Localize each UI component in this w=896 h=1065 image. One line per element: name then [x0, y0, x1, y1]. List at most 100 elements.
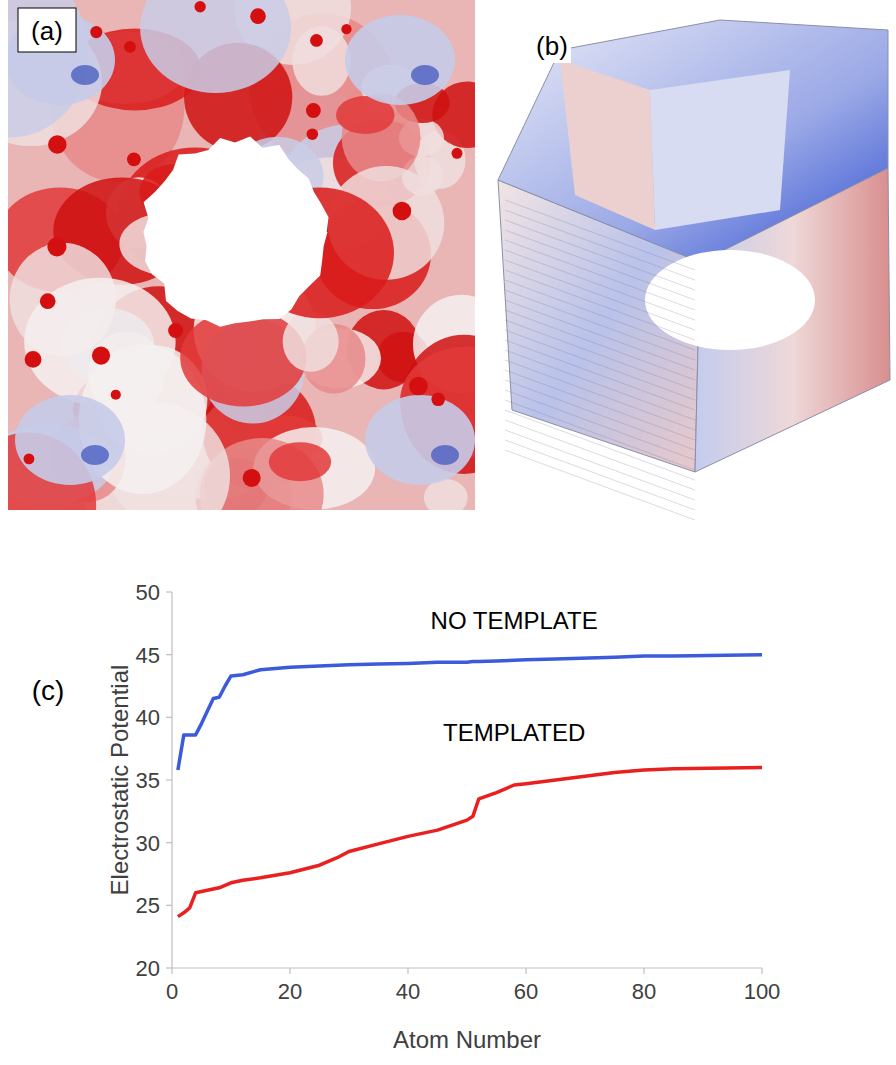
y-tick-label: 45 — [136, 643, 160, 668]
surface-blob — [365, 395, 475, 485]
cube-stripe — [505, 370, 695, 440]
surface-knob — [341, 24, 351, 34]
surface-knob — [409, 377, 428, 396]
figure: (a)(b)(c)20253035404550020406080100Atom … — [0, 0, 896, 1065]
surface-knob — [47, 237, 66, 256]
surface-blob — [345, 15, 455, 105]
cube-stripe — [505, 390, 695, 460]
cube-pore — [645, 250, 815, 350]
cube-stripe — [505, 400, 695, 470]
surface-knob — [25, 351, 42, 368]
series-label: TEMPLATED — [443, 719, 585, 746]
y-tick — [166, 842, 172, 843]
cube-stripe — [505, 320, 695, 390]
cube-stripe — [505, 330, 695, 400]
y-tick-label: 40 — [136, 705, 160, 730]
cube-stripe — [505, 200, 695, 270]
surface-knob — [92, 347, 110, 365]
surface-blob — [269, 442, 331, 481]
surface-blob — [81, 445, 109, 465]
surface-blob — [15, 395, 125, 485]
cube-stripe — [505, 340, 695, 410]
surface-knob — [194, 1, 205, 12]
surface-knob — [310, 34, 323, 47]
surface-knob — [452, 148, 463, 159]
cube-stripe — [505, 270, 695, 340]
surface-knob — [111, 390, 121, 400]
cube-stripe — [505, 430, 695, 500]
x-tick-label: 60 — [514, 979, 538, 1004]
cube-stripe — [505, 350, 695, 420]
surface-blob — [431, 445, 459, 465]
cube-face — [498, 20, 888, 262]
cube-stripe — [505, 280, 695, 350]
y-tick-label: 25 — [136, 893, 160, 918]
surface-knob — [168, 323, 183, 338]
y-tick-label: 30 — [136, 831, 160, 856]
pore — [143, 136, 328, 326]
y-axis-title: Electrostatic Potential — [106, 665, 133, 896]
cube-stripe — [505, 310, 695, 380]
surface-knob — [90, 26, 102, 38]
x-axis-line — [172, 967, 762, 968]
surface-knob — [250, 8, 266, 24]
surface-knob — [243, 469, 261, 487]
surface-panel-a — [8, 0, 475, 510]
panel-label-box — [18, 8, 76, 52]
cube-stripe — [505, 210, 695, 280]
x-tick — [407, 968, 408, 974]
surface-blob — [283, 311, 339, 371]
cube-stripe — [505, 450, 695, 520]
surface-knob — [393, 202, 412, 221]
x-tick-label: 100 — [744, 979, 781, 1004]
surface-knob — [127, 152, 141, 166]
y-tick — [166, 967, 172, 968]
series-line — [178, 655, 762, 770]
surface-blob — [24, 278, 175, 406]
cube-wall — [560, 60, 655, 230]
y-tick — [166, 591, 172, 592]
x-axis-title: Atom Number — [393, 1026, 541, 1053]
surface-knob — [431, 393, 445, 407]
surface-knob — [307, 128, 319, 140]
cube-stripe — [505, 250, 695, 320]
surface-knob — [48, 135, 66, 153]
surface-knob — [24, 454, 35, 465]
x-tick — [525, 968, 526, 974]
x-tick-label: 40 — [396, 979, 420, 1004]
cube-stripe — [505, 300, 695, 370]
cube-stripe — [505, 380, 695, 450]
surface-blob — [411, 65, 439, 85]
cube-stripe — [505, 290, 695, 360]
y-tick — [166, 717, 172, 718]
y-tick — [166, 779, 172, 780]
panel-label: (c) — [32, 675, 65, 706]
x-tick — [643, 968, 644, 974]
cube-stripe — [505, 420, 695, 490]
cube-stripe — [505, 440, 695, 510]
cube-stripe — [505, 260, 695, 330]
plot-area — [178, 655, 762, 917]
x-tick — [761, 968, 762, 974]
cube-stripe — [505, 360, 695, 430]
y-tick — [166, 654, 172, 655]
surface-blob — [292, 26, 350, 96]
y-tick-label: 35 — [136, 768, 160, 793]
surface-knob — [124, 41, 136, 53]
y-tick — [166, 905, 172, 906]
panel-label: (b) — [536, 31, 568, 61]
x-tick-label: 20 — [278, 979, 302, 1004]
cube-stripe — [505, 240, 695, 310]
surface-blob — [140, 0, 291, 93]
series-label: NO TEMPLATE — [431, 607, 598, 634]
y-tick-label: 20 — [136, 956, 160, 981]
cube-panel-b — [498, 20, 890, 520]
series-line — [178, 767, 762, 916]
y-tick-label: 50 — [136, 580, 160, 605]
x-tick — [289, 968, 290, 974]
panel-label: (a) — [31, 16, 63, 46]
x-tick — [171, 968, 172, 974]
surface-knob — [40, 293, 56, 309]
cube-stripe — [505, 230, 695, 300]
cube-wall — [650, 70, 790, 230]
